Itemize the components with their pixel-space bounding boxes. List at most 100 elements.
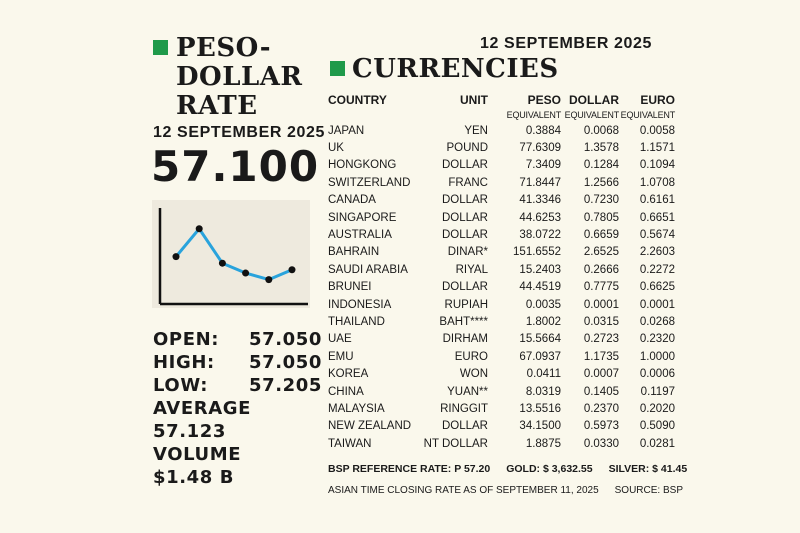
cell-peso: 77.6309 [519, 142, 561, 155]
cell-euro: 0.2020 [639, 402, 675, 415]
cell-unit: RUPIAH [444, 298, 488, 311]
cell-euro: 0.1094 [639, 159, 675, 172]
cell-peso: 44.4519 [519, 281, 561, 294]
bsp-reference-rate: BSP REFERENCE RATE: P 57.20 [328, 463, 491, 475]
cell-euro: 0.6625 [639, 281, 675, 294]
rate-trend-line [174, 227, 293, 282]
table-row: INDONESIA RUPIAH 0.0035 0.0001 0.0001 [328, 296, 675, 313]
cell-country: UK [328, 142, 344, 155]
cell-dollar: 2.6525 [583, 246, 619, 259]
subheader-dollar: EQUIVALENT [564, 110, 620, 120]
currencies-title-marker [330, 61, 345, 76]
cell-unit: POUND [446, 142, 488, 155]
rate-point-2 [195, 225, 203, 233]
low-value: 57.205 [249, 375, 323, 396]
currencies-date: 12 SEPTEMBER 2025 [480, 35, 653, 52]
table-row: MALAYSIA RINGGIT 13.5516 0.2370 0.2020 [328, 400, 675, 417]
cell-country: TAIWAN [328, 437, 372, 450]
cell-country: NEW ZEALAND [328, 420, 412, 433]
table-row: BRUNEI DOLLAR 44.4519 0.7775 0.6625 [328, 279, 675, 296]
cell-unit: DOLLAR [441, 281, 488, 294]
cell-country: SAUDI ARABIA [328, 263, 408, 276]
cell-dollar: 0.0068 [583, 124, 619, 137]
cell-dollar: 0.0007 [583, 368, 619, 381]
title-line-1: PESO- [176, 33, 272, 63]
cell-euro: 0.6161 [639, 194, 675, 207]
cell-dollar: 0.6659 [583, 229, 619, 242]
rate-point-3 [218, 259, 226, 267]
cell-dollar: 1.1735 [583, 350, 619, 363]
cell-euro: 0.6651 [639, 211, 675, 224]
cell-unit: DOLLAR [441, 420, 488, 433]
open-label: OPEN: [153, 329, 220, 350]
cell-dollar: 1.3578 [583, 142, 619, 155]
rate-date: 12 SEPTEMBER 2025 [153, 124, 326, 141]
open-row: OPEN: 57.050 [153, 328, 322, 351]
average-label: AVERAGE [153, 398, 251, 419]
cell-euro: 0.5674 [639, 229, 675, 242]
closing-rate: 57.100 [151, 142, 320, 191]
header-peso: PESO [527, 93, 561, 107]
header-country: COUNTRY [328, 93, 387, 107]
table-subheader-row: EQUIVALENT EQUIVALENT EQUIVALENT [328, 108, 676, 122]
cell-country: SINGAPORE [328, 211, 397, 224]
silver-price: SILVER: $ 41.45 [608, 463, 688, 475]
cell-unit: BAHT**** [439, 315, 488, 328]
cell-peso: 15.2403 [519, 263, 561, 276]
cell-country: MALAYSIA [328, 402, 385, 415]
cell-peso: 13.5516 [519, 402, 561, 415]
currencies-title: CURRENCIES [352, 54, 559, 84]
table-header-row: COUNTRY UNIT PESO DOLLAR EURO [328, 92, 675, 108]
rate-point-5 [265, 276, 273, 284]
cell-unit: NT DOLLAR [423, 437, 488, 450]
cell-euro: 0.0001 [639, 298, 675, 311]
peso-title-marker [153, 40, 168, 55]
cell-dollar: 0.1405 [583, 385, 619, 398]
cell-peso: 34.1500 [519, 420, 561, 433]
cell-peso: 0.0035 [525, 298, 561, 311]
table-row: KOREA WON 0.0411 0.0007 0.0006 [328, 365, 675, 382]
table-row: UK POUND 77.6309 1.3578 1.1571 [328, 139, 675, 156]
source-note: SOURCE: BSP [614, 485, 683, 496]
cell-euro: 0.2320 [639, 333, 675, 346]
reference-rates: BSP REFERENCE RATE: P 57.20 GOLD: $ 3,632… [328, 463, 687, 475]
gold-price: GOLD: $ 3,632.55 [506, 463, 593, 475]
table-row: EMU EURO 67.0937 1.1735 1.0000 [328, 348, 675, 365]
cell-country: CANADA [328, 194, 376, 207]
cell-dollar: 0.5973 [583, 420, 619, 433]
cell-country: HONGKONG [328, 159, 397, 172]
cell-country: AUSTRALIA [328, 229, 392, 242]
header-dollar: DOLLAR [569, 93, 619, 107]
cell-unit: RINGGIT [440, 402, 488, 415]
cell-dollar: 0.7805 [583, 211, 619, 224]
cell-euro: 0.2272 [639, 263, 675, 276]
currencies-table: COUNTRY UNIT PESO DOLLAR EURO EQUIVALENT… [328, 92, 675, 452]
header-unit: UNIT [460, 93, 488, 107]
cell-euro: 0.0058 [639, 124, 675, 137]
cell-euro: 0.0006 [639, 368, 675, 381]
cell-country: INDONESIA [328, 298, 392, 311]
title-line-2: DOLLAR [176, 62, 303, 92]
cell-peso: 151.6552 [513, 246, 561, 259]
low-label: LOW: [153, 375, 209, 396]
cell-unit: FRANC [448, 176, 488, 189]
cell-peso: 1.8875 [525, 437, 561, 450]
average-value: 57.123 [153, 421, 227, 442]
cell-unit: EURO [454, 350, 488, 363]
table-row: AUSTRALIA DOLLAR 38.0722 0.6659 0.5674 [328, 226, 675, 243]
cell-country: KOREA [328, 368, 369, 381]
cell-dollar: 0.0330 [583, 437, 619, 450]
table-row: TAIWAN NT DOLLAR 1.8875 0.0330 0.0281 [328, 435, 675, 452]
table-row: BAHRAIN DINAR* 151.6552 2.6525 2.2603 [328, 244, 675, 261]
cell-peso: 44.6253 [519, 211, 561, 224]
high-label: HIGH: [153, 352, 215, 373]
header-euro: EURO [640, 93, 675, 107]
table-row: SINGAPORE DOLLAR 44.6253 0.7805 0.6651 [328, 209, 675, 226]
cell-euro: 0.1197 [640, 385, 675, 398]
cell-unit: DOLLAR [441, 194, 488, 207]
rate-trend-svg [152, 200, 310, 308]
cell-unit: DOLLAR [441, 211, 488, 224]
cell-peso: 67.0937 [519, 350, 561, 363]
table-row: THAILAND BAHT**** 1.8002 0.0315 0.0268 [328, 313, 675, 330]
volume-label: VOLUME [153, 444, 242, 465]
